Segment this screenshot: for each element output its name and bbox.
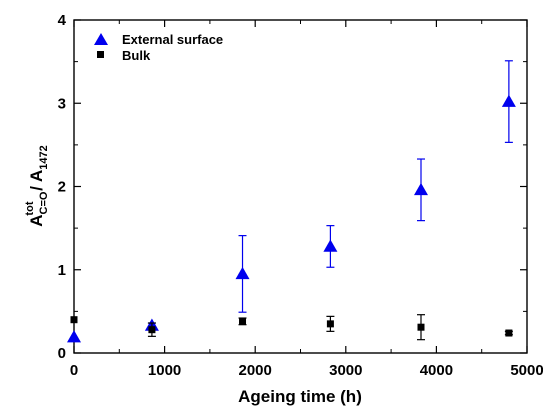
plot-marks [67,60,516,343]
y-axis-title-a2: A [27,170,46,182]
legend-marker-bulk [97,51,104,58]
y-tick-label-0: 0 [58,345,66,362]
y-axis: 0 1 2 3 4 [58,12,527,362]
data-point-bulk-5 [505,329,513,337]
y-axis-title-sep: / [27,182,46,196]
x-tick-label-0: 0 [70,362,78,379]
y-axis-title-a1: A [27,215,46,227]
x-tick-label-2000: 2000 [239,362,272,379]
y-tick-label-1: 1 [58,262,66,279]
x-axis: 0 1000 2000 3000 4000 5000 [70,20,543,379]
x-tick-label-4000: 4000 [420,362,453,379]
data-point-bulk-3 [326,320,334,328]
y-tick-label-4: 4 [58,12,67,29]
y-axis-title-sub1: C=O [38,191,50,214]
y-tick-label-3: 3 [58,95,66,112]
y-axis-title-sup1: tot [24,201,36,215]
legend-marker-external-surface [94,33,108,45]
data-point-bulk-2 [239,317,247,325]
data-point-bulk-4 [417,323,425,331]
data-point-external-surface-2 [235,266,250,280]
legend-label-external-surface: External surface [122,32,223,47]
y-tick-label-2: 2 [58,179,66,196]
data-point-external-surface-0 [67,330,81,343]
x-tick-label-5000: 5000 [510,362,543,379]
x-tick-label-1000: 1000 [148,362,181,379]
x-axis-title: Ageing time (h) [238,387,362,406]
data-point-external-surface-4 [413,182,428,196]
y-axis-title: AC=Otot / A1472 [24,145,50,227]
x-tick-label-3000: 3000 [329,362,362,379]
data-point-external-surface-3 [323,239,338,252]
y-axis-title-sub2: 1472 [38,145,50,169]
legend-label-bulk: Bulk [122,48,151,63]
data-point-external-surface-5 [501,94,516,107]
legend: External surface Bulk [94,32,223,63]
plot-frame [73,19,528,354]
data-point-bulk-0 [70,316,78,324]
data-point-bulk-1 [148,326,156,334]
